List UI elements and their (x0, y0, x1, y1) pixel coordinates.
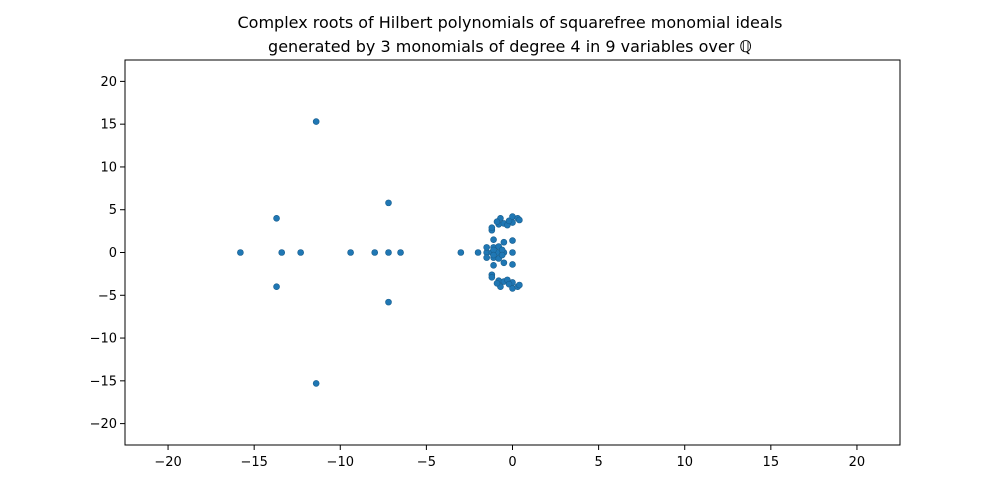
points-layer (237, 118, 523, 387)
root-point (498, 251, 506, 259)
x-tick-label: 0 (508, 455, 516, 470)
root-point (278, 249, 286, 256)
root-point (500, 259, 508, 267)
root-point (273, 283, 280, 291)
root-point (490, 236, 497, 243)
y-tick-label: 5 (109, 203, 117, 218)
root-point (312, 380, 320, 387)
root-point (493, 279, 501, 287)
chart-title-line-1: Complex roots of Hilbert polynomials of … (238, 13, 783, 32)
y-tick-label: 20 (100, 75, 117, 90)
x-tick-label: −5 (417, 455, 436, 470)
root-point (483, 254, 490, 261)
root-point (509, 249, 516, 256)
root-point (483, 244, 490, 251)
root-point (397, 249, 404, 256)
root-point (488, 224, 496, 231)
y-tick-label: −10 (90, 332, 117, 347)
root-point (500, 238, 508, 246)
root-point (490, 262, 497, 269)
x-tick-label: −20 (154, 455, 181, 470)
chart-title-line-2: generated by 3 monomials of degree 4 in … (268, 37, 752, 56)
y-tick-label: 10 (100, 160, 117, 175)
root-point (505, 217, 513, 225)
root-point (474, 249, 482, 256)
ticks-layer: −20 −15 −10 −5 0 5 10 15 20 −20 −15 −10 −5 0 5 10 15 20 (90, 75, 866, 470)
root-point (490, 251, 497, 259)
root-point (493, 218, 501, 225)
y-tick-label: −5 (98, 289, 117, 304)
root-point (385, 298, 392, 306)
root-point (516, 281, 523, 289)
root-point (371, 249, 379, 256)
root-point (385, 249, 392, 256)
root-point (516, 216, 523, 224)
root-point (312, 118, 320, 125)
y-tick-label: 15 (100, 118, 117, 133)
root-point (273, 214, 280, 222)
root-point (297, 249, 304, 256)
root-point (505, 280, 513, 288)
x-tick-label: 20 (849, 455, 866, 470)
root-point (457, 249, 465, 256)
root-point (509, 237, 516, 244)
root-point (488, 274, 496, 281)
plot-area-frame (124, 59, 901, 446)
y-tick-label: −20 (90, 417, 117, 432)
y-tick-label: 0 (109, 246, 117, 261)
root-point (237, 249, 244, 256)
root-point (509, 261, 516, 268)
x-tick-label: 10 (676, 455, 693, 470)
x-tick-label: −10 (327, 455, 354, 470)
x-tick-label: −15 (240, 455, 267, 470)
root-point (385, 199, 392, 207)
root-point (347, 249, 354, 256)
x-tick-label: 5 (594, 455, 602, 470)
y-tick-label: −15 (90, 374, 117, 389)
x-tick-label: 15 (763, 455, 780, 470)
